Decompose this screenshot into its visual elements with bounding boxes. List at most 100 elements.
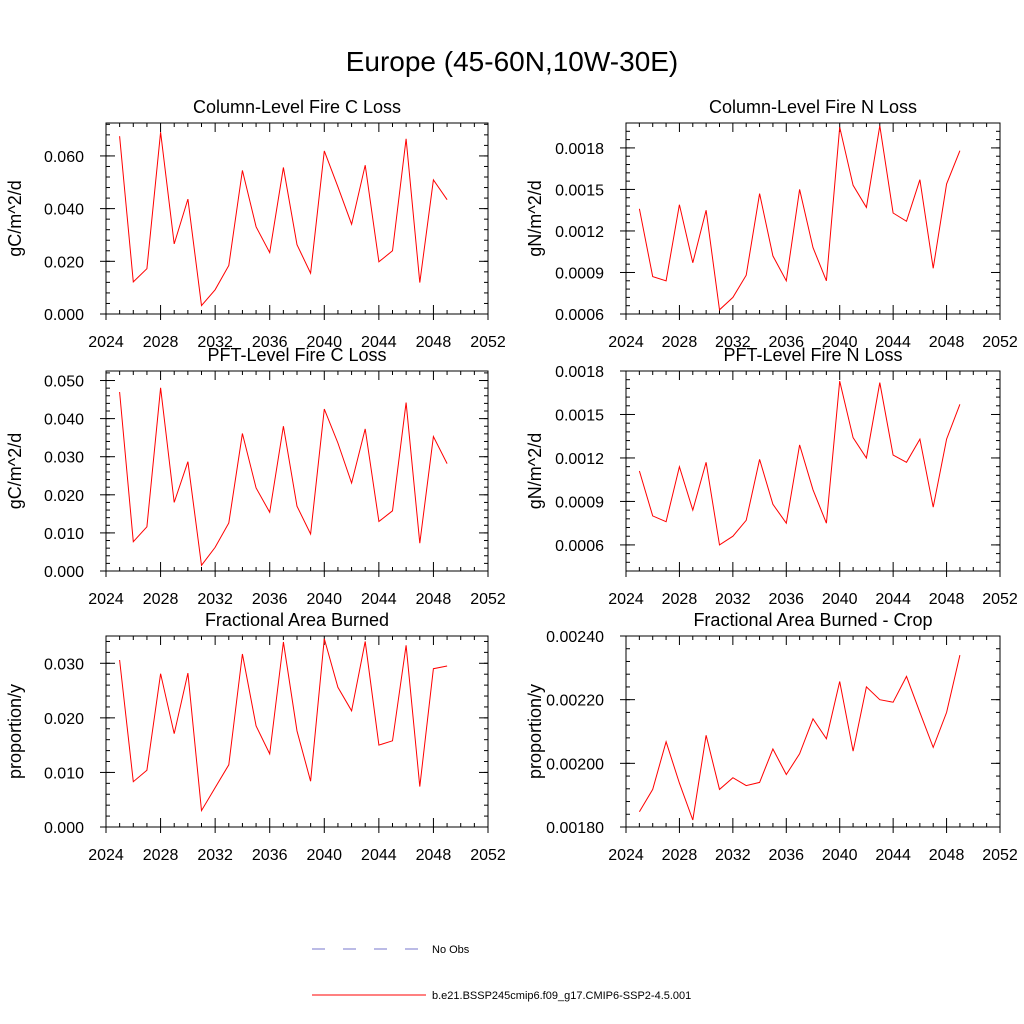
panel-title: PFT-Level Fire N Loss (723, 345, 902, 365)
plot-frame (625, 635, 1001, 828)
x-tick-label: 2048 (929, 591, 965, 608)
x-tick-label: 2036 (768, 334, 804, 351)
y-tick-label: 0.000 (44, 564, 84, 581)
y-tick-label: 0.040 (44, 412, 84, 429)
panel-title: Column-Level Fire N Loss (709, 97, 917, 117)
series-line (638, 125, 961, 311)
y-tick-label: 0.000 (44, 820, 84, 837)
series-line (119, 638, 448, 813)
x-tick-label: 2052 (470, 847, 506, 864)
x-tick-label: 2028 (143, 591, 179, 608)
x-tick-label: 2048 (416, 591, 452, 608)
x-tick-label: 2040 (306, 847, 342, 864)
x-tick-label: 2032 (197, 847, 233, 864)
series-line (638, 654, 961, 821)
x-tick-label: 2024 (88, 591, 124, 608)
panel-title: Column-Level Fire C Loss (193, 97, 401, 117)
panel-title: PFT-Level Fire C Loss (207, 345, 386, 365)
x-tick-label: 2048 (929, 334, 965, 351)
y-axis-label: gN/m^2/d (525, 433, 545, 509)
x-tick-label: 2028 (662, 847, 698, 864)
y-tick-label: 0.030 (44, 450, 84, 467)
y-tick-label: 0.020 (44, 254, 84, 271)
x-tick-label: 2028 (143, 847, 179, 864)
y-tick-label: 0.060 (44, 149, 84, 166)
x-tick-label: 2036 (252, 847, 288, 864)
x-tick-label: 2024 (608, 591, 644, 608)
series-line (638, 380, 961, 546)
x-tick-label: 2024 (88, 334, 124, 351)
y-tick-label: 0.0018 (555, 364, 604, 381)
x-tick-label: 2048 (929, 847, 965, 864)
x-tick-label: 2044 (875, 847, 911, 864)
x-tick-label: 2036 (768, 847, 804, 864)
y-tick-label: 0.0015 (555, 407, 604, 424)
panel-title: Fractional Area Burned (205, 610, 389, 630)
y-tick-label: 0.0006 (555, 538, 604, 555)
x-tick-label: 2052 (982, 334, 1018, 351)
x-tick-label: 2048 (416, 847, 452, 864)
x-tick-label: 2040 (822, 334, 858, 351)
series-line (119, 132, 448, 307)
x-tick-label: 2032 (715, 591, 751, 608)
x-tick-label: 2044 (361, 591, 397, 608)
x-tick-label: 2040 (822, 591, 858, 608)
x-tick-label: 2040 (306, 334, 342, 351)
y-tick-label: 0.020 (44, 711, 84, 728)
x-tick-label: 2052 (470, 334, 506, 351)
x-tick-label: 2032 (197, 334, 233, 351)
main-title: Europe (45-60N,10W-30E) (345, 46, 679, 77)
y-tick-label: 0.00240 (546, 629, 604, 646)
x-tick-label: 2044 (361, 847, 397, 864)
x-tick-label: 2044 (361, 334, 397, 351)
y-axis-label: gC/m^2/d (5, 180, 25, 256)
x-tick-label: 2024 (608, 847, 644, 864)
x-tick-label: 2036 (252, 591, 288, 608)
x-tick-label: 2028 (143, 334, 179, 351)
x-tick-label: 2048 (416, 334, 452, 351)
y-tick-label: 0.0012 (555, 451, 604, 468)
y-axis-label: proportion/y (525, 684, 545, 779)
plot-frame (105, 370, 489, 572)
y-tick-label: 0.020 (44, 488, 84, 505)
x-tick-label: 2032 (715, 847, 751, 864)
y-axis-label: gC/m^2/d (5, 433, 25, 509)
y-axis-label: gN/m^2/d (525, 180, 545, 256)
x-tick-label: 2028 (662, 591, 698, 608)
x-tick-label: 2024 (608, 334, 644, 351)
x-tick-label: 2052 (470, 591, 506, 608)
y-tick-label: 0.00180 (546, 820, 604, 837)
x-tick-label: 2032 (715, 334, 751, 351)
y-tick-label: 0.00220 (546, 693, 604, 710)
x-tick-label: 2036 (768, 591, 804, 608)
y-tick-label: 0.010 (44, 765, 84, 782)
x-tick-label: 2028 (662, 334, 698, 351)
x-tick-label: 2040 (822, 847, 858, 864)
y-tick-label: 0.00200 (546, 756, 604, 773)
y-tick-label: 0.0006 (555, 307, 604, 324)
legend-obs-label: No Obs (432, 944, 470, 956)
y-tick-label: 0.030 (44, 656, 84, 673)
plot-frame (625, 370, 1001, 572)
x-tick-label: 2040 (306, 591, 342, 608)
x-tick-label: 2024 (88, 847, 124, 864)
y-tick-label: 0.000 (44, 307, 84, 324)
x-tick-label: 2052 (982, 847, 1018, 864)
x-tick-label: 2052 (982, 591, 1018, 608)
x-tick-label: 2044 (875, 591, 911, 608)
x-tick-label: 2032 (197, 591, 233, 608)
y-tick-label: 0.040 (44, 202, 84, 219)
y-tick-label: 0.0015 (555, 182, 604, 199)
x-tick-label: 2044 (875, 334, 911, 351)
y-tick-label: 0.010 (44, 526, 84, 543)
x-tick-label: 2036 (252, 334, 288, 351)
legend-model-label: b.e21.BSSP245cmip6.f09_g17.CMIP6-SSP2-4.… (432, 990, 691, 1002)
series-line (119, 387, 448, 567)
y-tick-label: 0.0009 (555, 494, 604, 511)
y-tick-label: 0.0009 (555, 265, 604, 282)
y-tick-label: 0.0018 (555, 141, 604, 158)
y-axis-label: proportion/y (5, 684, 25, 779)
y-tick-label: 0.0012 (555, 224, 604, 241)
y-tick-label: 0.050 (44, 374, 84, 391)
